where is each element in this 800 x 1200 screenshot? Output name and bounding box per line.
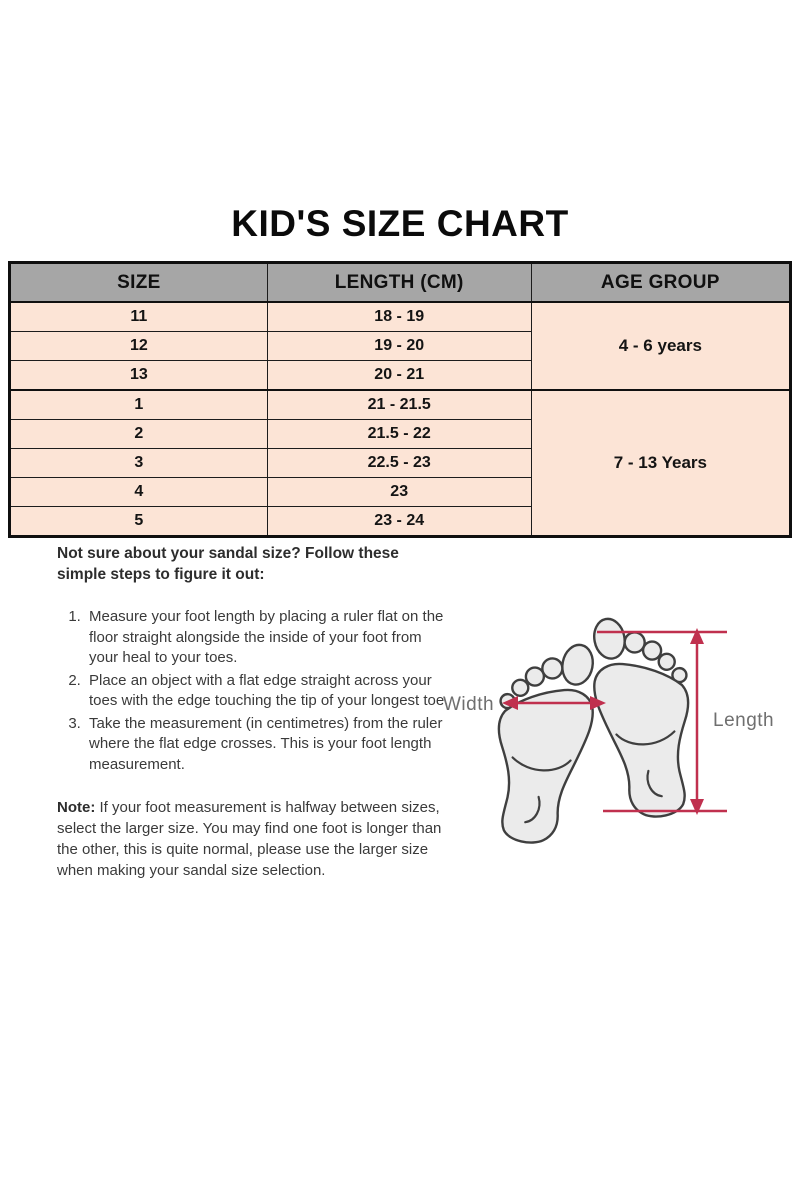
age-group-cell: 4 - 6 years (530, 301, 792, 391)
left-foot-shape (497, 643, 594, 844)
right-foot-shape (593, 617, 690, 818)
length-cell: 23 (266, 477, 532, 507)
length-cell: 22.5 - 23 (266, 448, 532, 478)
page-title: KID'S SIZE CHART (231, 203, 569, 244)
size-cell: 13 (9, 360, 268, 391)
foot-measurement-diagram: Width Length (425, 595, 795, 860)
width-label: Width (443, 694, 494, 715)
age-group-cell: 7 - 13 Years (530, 389, 792, 537)
length-cell: 23 - 24 (266, 506, 532, 537)
length-cell: 20 - 21 (266, 360, 532, 391)
size-cell: 12 (9, 331, 268, 361)
note-label: Note: (57, 799, 96, 816)
table-row: 12 19 - 20 (9, 331, 791, 361)
feet-illustration: Width Length (443, 617, 774, 844)
table-row: 5 23 - 24 (9, 506, 791, 537)
length-cell: 18 - 19 (266, 301, 532, 332)
size-table-header-row: SIZE LENGTH (CM) AGE GROUP (9, 262, 792, 303)
step-item-2: Place an object with a flat edge straigh… (85, 671, 449, 712)
step-item-1: Measure your foot length by placing a ru… (85, 607, 449, 669)
step-item-3: Take the measurement (in centimetres) fr… (85, 714, 449, 776)
length-cell: 19 - 20 (266, 331, 532, 361)
size-table: SIZE LENGTH (CM) AGE GROUP 11 18 - 19 4 … (8, 261, 792, 538)
column-header-length: LENGTH (CM) (266, 262, 532, 303)
instructions-intro: Not sure about your sandal size? Follow … (57, 545, 399, 583)
size-cell: 5 (9, 506, 268, 537)
size-cell: 4 (9, 477, 268, 507)
width-arrow (502, 696, 606, 710)
column-header-age-group: AGE GROUP (530, 262, 792, 303)
length-cell: 21.5 - 22 (266, 419, 532, 449)
table-row: 11 18 - 19 4 - 6 years (9, 301, 792, 391)
size-cell: 3 (9, 448, 268, 478)
steps-list: Measure your foot length by placing a ru… (57, 607, 449, 775)
table-row: 3 22.5 - 23 (9, 448, 791, 478)
note-text: If your foot measurement is halfway betw… (57, 799, 442, 879)
length-label: Length (713, 710, 774, 731)
note-paragraph: Note: If your foot measurement is halfwa… (57, 797, 449, 881)
length-cell: 21 - 21.5 (266, 389, 532, 420)
table-row: 1 21 - 21.5 7 - 13 Years (9, 389, 792, 537)
table-row: 4 23 (9, 477, 791, 507)
size-cell: 11 (9, 301, 268, 332)
length-arrow (597, 628, 727, 815)
column-header-size: SIZE (9, 262, 268, 303)
table-row: 13 20 - 21 (9, 360, 791, 391)
measuring-instructions: Not sure about your sandal size? Follow … (57, 543, 449, 881)
size-cell: 1 (9, 389, 268, 420)
size-cell: 2 (9, 419, 268, 449)
